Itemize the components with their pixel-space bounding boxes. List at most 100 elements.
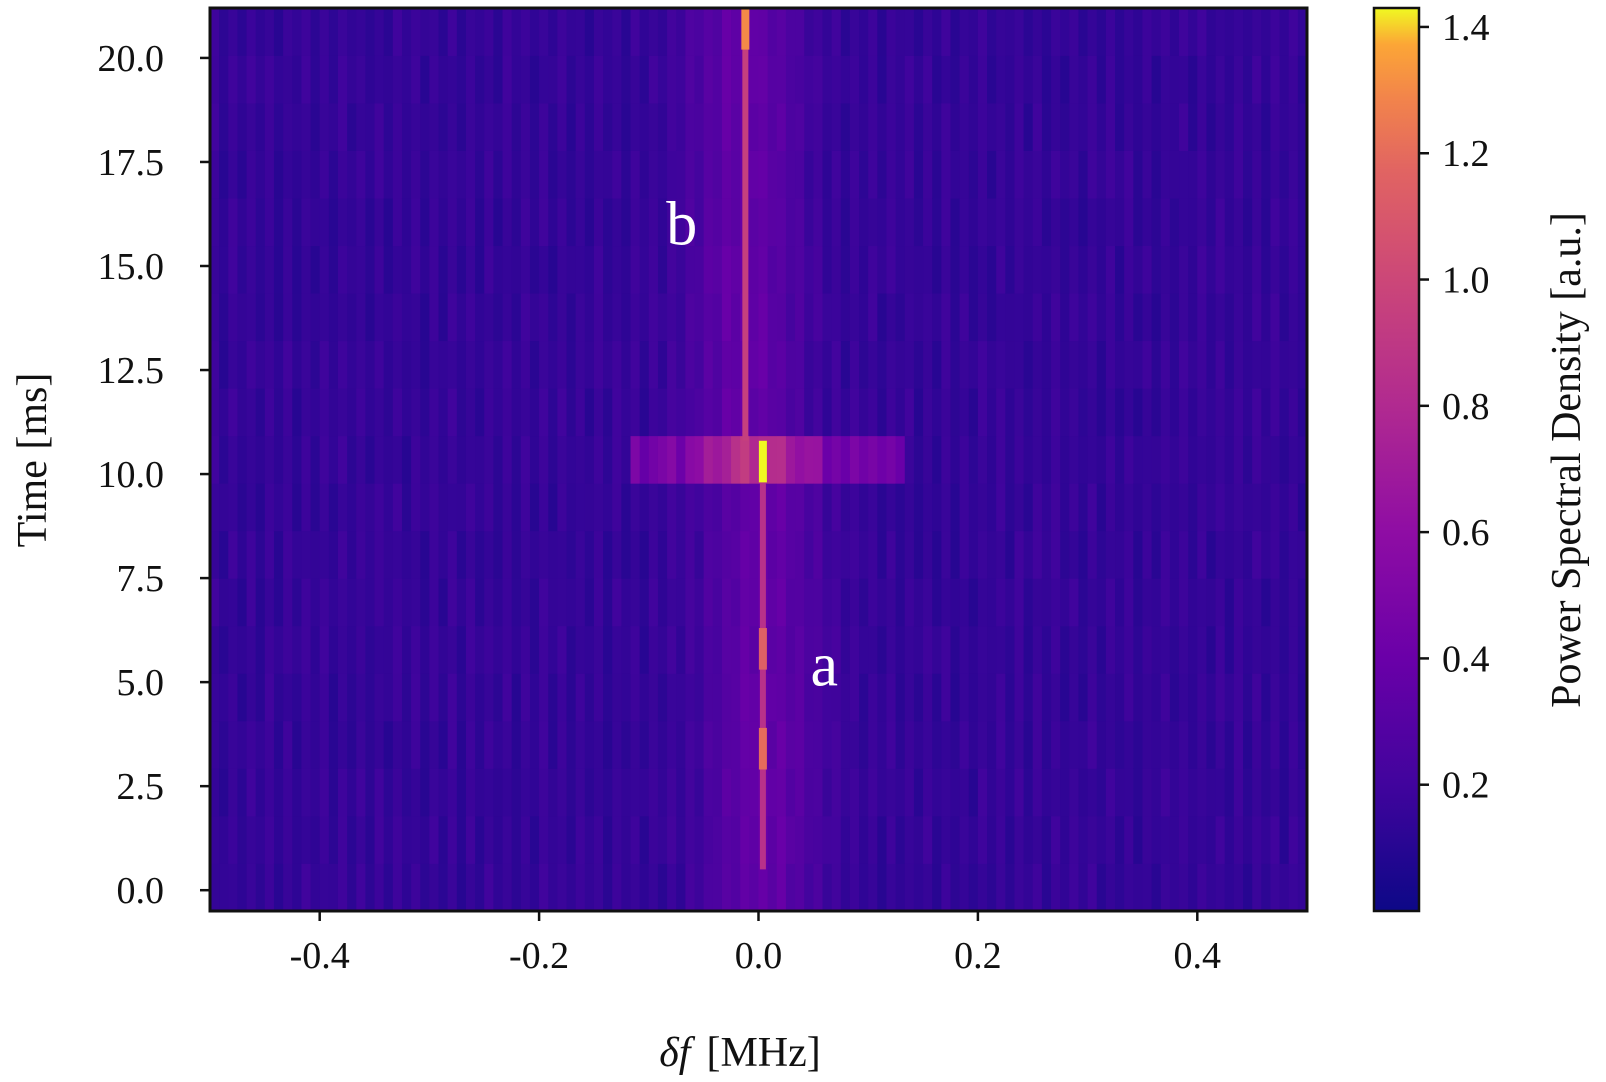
heatmap-cell bbox=[356, 625, 366, 674]
heatmap-cell bbox=[210, 293, 220, 342]
heatmap-cell bbox=[648, 483, 659, 532]
heatmap-cell bbox=[548, 625, 558, 674]
heatmap-cell bbox=[1243, 625, 1253, 674]
heatmap-cell bbox=[648, 578, 659, 627]
heatmap-cell bbox=[539, 293, 549, 342]
heatmap-cell bbox=[1169, 150, 1180, 199]
heatmap-cell bbox=[1115, 150, 1125, 199]
heatmap-cell bbox=[977, 530, 988, 579]
heatmap-cell bbox=[612, 435, 622, 484]
heatmap-cell bbox=[237, 483, 247, 532]
heatmap-cell bbox=[804, 815, 814, 864]
heatmap-cell bbox=[1069, 578, 1079, 627]
y-tick-label: 2.5 bbox=[117, 766, 165, 808]
heatmap-cell bbox=[420, 578, 430, 627]
heatmap-cell bbox=[539, 863, 549, 911]
heatmap-cell bbox=[411, 245, 421, 294]
heatmap-cell bbox=[374, 483, 385, 532]
heatmap-cell bbox=[502, 720, 513, 769]
heatmap-cell bbox=[886, 293, 897, 342]
heatmap-cell bbox=[676, 103, 686, 151]
heatmap-cell bbox=[648, 388, 659, 437]
heatmap-cell bbox=[401, 863, 412, 911]
heatmap-cell bbox=[621, 388, 631, 437]
heatmap-cell bbox=[283, 435, 293, 484]
heatmap-cell bbox=[411, 293, 421, 342]
heatmap-cell bbox=[1060, 435, 1070, 484]
heatmap-cell bbox=[1243, 340, 1253, 389]
heatmap-cell bbox=[301, 768, 311, 817]
heatmap-cell bbox=[292, 863, 302, 911]
heatmap-cell bbox=[219, 245, 229, 294]
heatmap-cell bbox=[603, 388, 613, 437]
heatmap-cell bbox=[246, 198, 257, 247]
heatmap-cell bbox=[283, 198, 293, 247]
heatmap-cell bbox=[337, 815, 348, 864]
heatmap-cell bbox=[648, 625, 659, 674]
heatmap-cell bbox=[731, 55, 741, 104]
heatmap-cell bbox=[923, 815, 933, 864]
heatmap-cell bbox=[484, 245, 494, 294]
heatmap-cell bbox=[365, 863, 375, 911]
heatmap-cell bbox=[721, 483, 732, 532]
heatmap-cell bbox=[1279, 55, 1290, 104]
heatmap-cell bbox=[603, 625, 613, 674]
heatmap-cell bbox=[1069, 8, 1079, 56]
heatmap-cell bbox=[1224, 340, 1235, 389]
heatmap-cell bbox=[210, 863, 220, 911]
heatmap-cell bbox=[1069, 340, 1079, 389]
heatmap-cell bbox=[301, 673, 311, 722]
heatmap-cell bbox=[255, 340, 266, 389]
heatmap-cell bbox=[255, 55, 266, 104]
heatmap-cell bbox=[831, 388, 842, 437]
heatmap-cell bbox=[529, 483, 540, 532]
heatmap-cell bbox=[456, 103, 467, 151]
heatmap-cell bbox=[767, 815, 778, 864]
heatmap-cell bbox=[374, 245, 385, 294]
heatmap-cell bbox=[612, 340, 622, 389]
heatmap-cell bbox=[575, 388, 586, 437]
heatmap-cell bbox=[1261, 55, 1271, 104]
heatmap-cell bbox=[932, 815, 942, 864]
heatmap-cell bbox=[1252, 340, 1262, 389]
heatmap-cell bbox=[1133, 673, 1143, 722]
heatmap-cell bbox=[420, 245, 430, 294]
heatmap-cell bbox=[283, 103, 293, 151]
heatmap-cell bbox=[1115, 530, 1125, 579]
heatmap-cell bbox=[941, 625, 951, 674]
heatmap-cell bbox=[1041, 8, 1052, 56]
heatmap-cell bbox=[776, 673, 787, 722]
heatmap-cell bbox=[493, 625, 503, 674]
heatmap-cell bbox=[264, 150, 275, 199]
heatmap-cell bbox=[1188, 483, 1198, 532]
heatmap-cell bbox=[840, 340, 851, 389]
heatmap-cell bbox=[383, 435, 394, 484]
heatmap-cell bbox=[1142, 340, 1152, 389]
heatmap-cell bbox=[1206, 340, 1216, 389]
heatmap-cell bbox=[859, 768, 869, 817]
heatmap-cell bbox=[1023, 720, 1034, 769]
heatmap-cell bbox=[822, 340, 833, 389]
heatmap-cell bbox=[822, 483, 833, 532]
heatmap-cell bbox=[1142, 388, 1152, 437]
peak-cell bbox=[758, 628, 767, 670]
heatmap-cell bbox=[968, 103, 979, 151]
heatmap-cell bbox=[977, 55, 988, 104]
heatmap-cell bbox=[1169, 815, 1180, 864]
heatmap-cell bbox=[593, 8, 604, 56]
heatmap-cell bbox=[465, 768, 476, 817]
heatmap-cell bbox=[1142, 245, 1152, 294]
heatmap-cell bbox=[520, 720, 531, 769]
heatmap-cell bbox=[712, 673, 723, 722]
heatmap-cell bbox=[895, 388, 906, 437]
heatmap-cell bbox=[392, 293, 403, 342]
heatmap-cell bbox=[694, 578, 705, 627]
heatmap-cell bbox=[913, 720, 924, 769]
heatmap-cell bbox=[484, 768, 494, 817]
heatmap-cell bbox=[502, 673, 513, 722]
heatmap-cell bbox=[273, 863, 284, 911]
heatmap-cell bbox=[1060, 150, 1070, 199]
heatmap-cell bbox=[987, 863, 997, 911]
heatmap-cell bbox=[356, 293, 366, 342]
heatmap-cell bbox=[1252, 103, 1262, 151]
